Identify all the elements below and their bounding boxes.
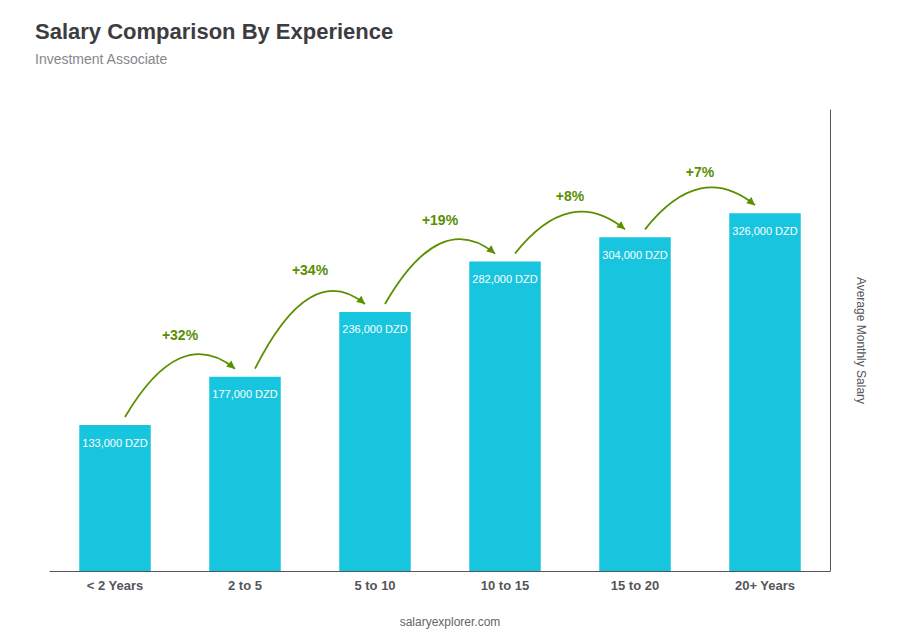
svg-text:282,000 DZD: 282,000 DZD (472, 273, 537, 285)
svg-text:+32%: +32% (162, 327, 199, 343)
svg-text:236,000 DZD: 236,000 DZD (342, 323, 407, 335)
svg-text:5 to 10: 5 to 10 (354, 578, 395, 593)
svg-text:Investment Associate: Investment Associate (35, 51, 168, 67)
svg-text:326,000 DZD: 326,000 DZD (732, 225, 797, 237)
svg-text:2 to 5: 2 to 5 (228, 578, 262, 593)
svg-text:+34%: +34% (292, 262, 329, 278)
svg-text:20+ Years: 20+ Years (735, 578, 795, 593)
svg-text:< 2 Years: < 2 Years (87, 578, 144, 593)
svg-text:15 to 20: 15 to 20 (611, 578, 659, 593)
svg-text:304,000 DZD: 304,000 DZD (602, 249, 667, 261)
svg-text:10 to 15: 10 to 15 (481, 578, 529, 593)
svg-text:133,000 DZD: 133,000 DZD (82, 437, 147, 449)
svg-text:+8%: +8% (556, 188, 585, 204)
svg-text:Salary Comparison By Experienc: Salary Comparison By Experience (35, 19, 393, 44)
svg-text:+7%: +7% (686, 164, 715, 180)
svg-text:+19%: +19% (422, 212, 459, 228)
svg-text:Average Monthly Salary: Average Monthly Salary (854, 277, 868, 404)
svg-text:salaryexplorer.com: salaryexplorer.com (400, 615, 501, 629)
svg-text:177,000 DZD: 177,000 DZD (212, 388, 277, 400)
